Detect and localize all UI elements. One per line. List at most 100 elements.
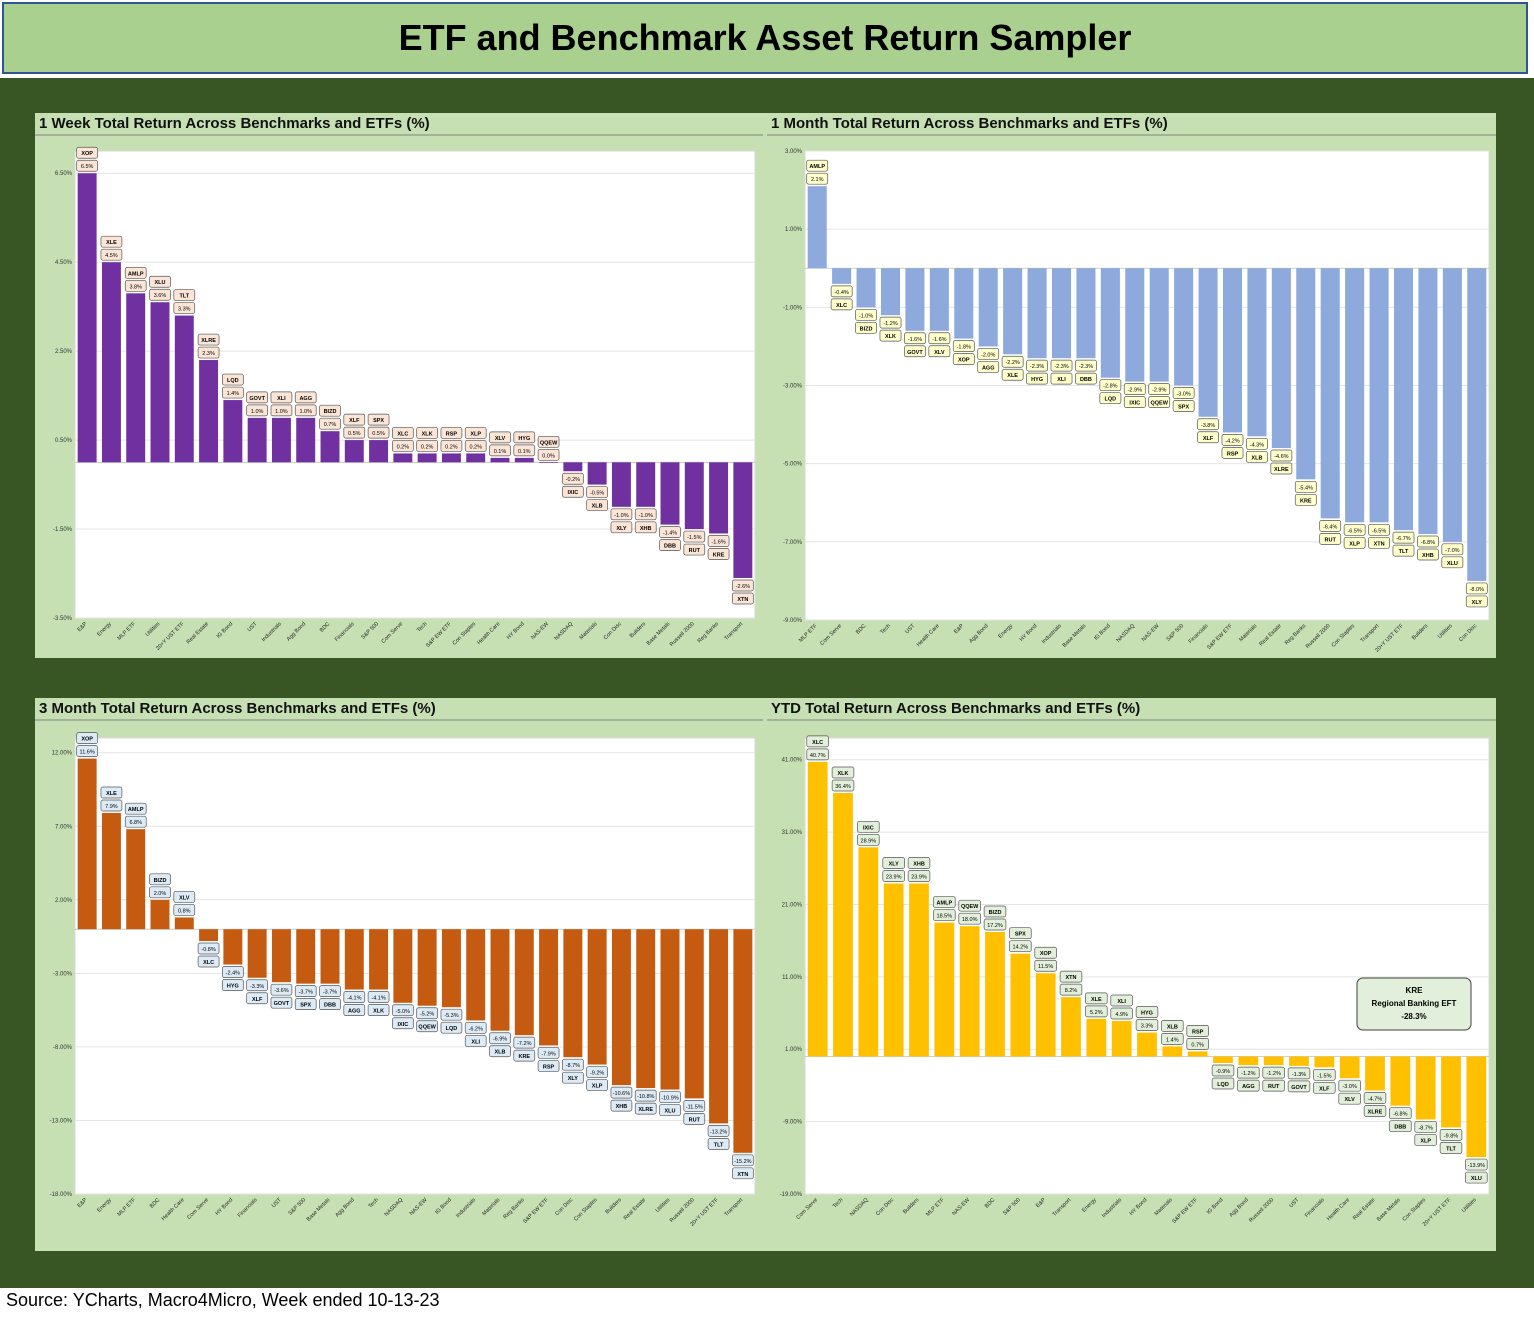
ticker-label: AGG [348, 1009, 361, 1015]
ticker-box [1465, 1171, 1488, 1184]
bar-xtn [733, 929, 753, 1153]
value-label: 0.2% [445, 444, 458, 450]
value-box [76, 159, 98, 172]
value-box [634, 1089, 657, 1102]
category-label: IG Bond [434, 1197, 453, 1216]
category-label: Con Staples [452, 621, 478, 647]
value-label: -6.7% [1396, 536, 1410, 542]
value-box [464, 1022, 487, 1034]
ticker-label: XLU [1471, 1176, 1482, 1182]
bar-xlv [929, 268, 949, 331]
ticker-box [1148, 396, 1171, 408]
value-label: 1.4% [227, 391, 240, 397]
value-box [149, 886, 171, 899]
value-box [440, 1008, 463, 1021]
value-label: -9.8% [1444, 1133, 1458, 1139]
chart-panel-ytd: YTD Total Return Across Benchmarks and E… [767, 698, 1496, 1251]
ticker-box [1270, 462, 1293, 475]
y-tick-label: 0.50% [55, 438, 73, 444]
value-label: -6.5% [1347, 528, 1361, 534]
value-box [806, 748, 829, 761]
category-label: MLP ETF [798, 623, 819, 644]
value-box [246, 404, 268, 417]
ticker-box [100, 235, 123, 248]
category-label: Materials [481, 1197, 501, 1217]
value-label: -1.3% [1292, 1072, 1306, 1078]
y-tick-label: -7.00% [783, 540, 803, 546]
ticker-box [1439, 1142, 1463, 1154]
value-box [1439, 1129, 1463, 1141]
bar-dbb [1076, 268, 1096, 359]
ticker-label: XLV [934, 350, 945, 356]
ticker-label: LQD [1217, 1082, 1229, 1088]
source-note: Source: YCharts, Macro4Micro, Week ended… [6, 1290, 440, 1310]
ticker-label: DBB [1394, 1125, 1406, 1131]
ticker-label: GOVT [274, 1001, 290, 1007]
value-box [707, 1125, 730, 1137]
value-label: -1.2% [883, 321, 897, 327]
chart-3-month: 12.00% 7.00% 2.00% -3.00% -8.00% -13.00% -18.0… [35, 719, 763, 1228]
value-box [270, 983, 293, 996]
bar-dbb [660, 462, 680, 525]
ticker-box [367, 1004, 390, 1016]
category-label: Energy [997, 623, 1014, 640]
callout-ticker: KRE [1406, 986, 1424, 995]
category-label: BDC [319, 621, 331, 633]
value-label: 3.3% [1141, 1024, 1154, 1030]
category-label: HY Bond [215, 1197, 235, 1217]
ticker-label: DBB [324, 1003, 336, 1009]
bar-xhb [611, 929, 631, 1086]
value-box [1270, 449, 1293, 462]
category-label: S&P 500 [1166, 623, 1186, 643]
value-label: 18.5% [937, 914, 953, 920]
ticker-box [440, 427, 463, 439]
value-label: -7.9% [541, 1051, 555, 1057]
category-label: S&P 500 [1002, 1197, 1022, 1217]
value-label: 0.0% [542, 453, 555, 459]
value-box [683, 1100, 706, 1112]
value-box [440, 440, 463, 452]
ticker-label: XLC [203, 960, 214, 966]
ticker-label: RUT [689, 548, 701, 554]
value-label: -3.0% [1342, 1084, 1356, 1090]
y-tick-label: 11.00% [782, 975, 803, 981]
value-box [1221, 434, 1244, 446]
value-box [343, 991, 366, 1003]
value-label: 28.9% [861, 838, 877, 844]
category-label: Agg Bond [334, 1197, 355, 1218]
value-box [537, 1047, 560, 1059]
value-box [513, 444, 536, 457]
value-label: 0.8% [178, 908, 191, 914]
ticker-label: XOP [1040, 951, 1052, 957]
value-label: 40.7% [810, 753, 826, 759]
ticker-box [489, 1045, 511, 1058]
ticker-box [513, 431, 536, 444]
value-label: 2.3% [202, 351, 215, 357]
value-box [586, 1066, 608, 1078]
bar-hyg [223, 929, 243, 965]
value-label: -13.2% [710, 1129, 728, 1135]
value-label: -6.2% [469, 1026, 483, 1032]
value-label: -0.5% [590, 491, 604, 497]
value-label: 4.5% [105, 253, 118, 259]
category-label: Com Serve [795, 1197, 819, 1221]
value-label: -0.9% [1216, 1069, 1230, 1075]
category-label: Agg Bond [286, 621, 307, 642]
value-label: -2.0% [981, 352, 995, 358]
ticker-label: XLV [495, 436, 506, 442]
ticker-box [1026, 372, 1048, 385]
category-label: HY Bond [506, 621, 526, 641]
ticker-label: LQD [227, 378, 239, 384]
category-label: Con Disc [1458, 623, 1478, 643]
value-label: -3.7% [323, 990, 337, 996]
value-label: -3.6% [274, 988, 288, 994]
category-label: BDC [855, 623, 867, 635]
value-label: 0.7% [324, 422, 337, 428]
category-label: Materials [579, 621, 599, 641]
value-box [1197, 418, 1219, 431]
bar-rut [1263, 1056, 1284, 1066]
ticker-label: AMLP [128, 807, 144, 813]
ticker-box [1059, 970, 1083, 983]
value-label: -1.6% [711, 539, 725, 545]
category-label: Base Metals [1376, 1197, 1402, 1223]
